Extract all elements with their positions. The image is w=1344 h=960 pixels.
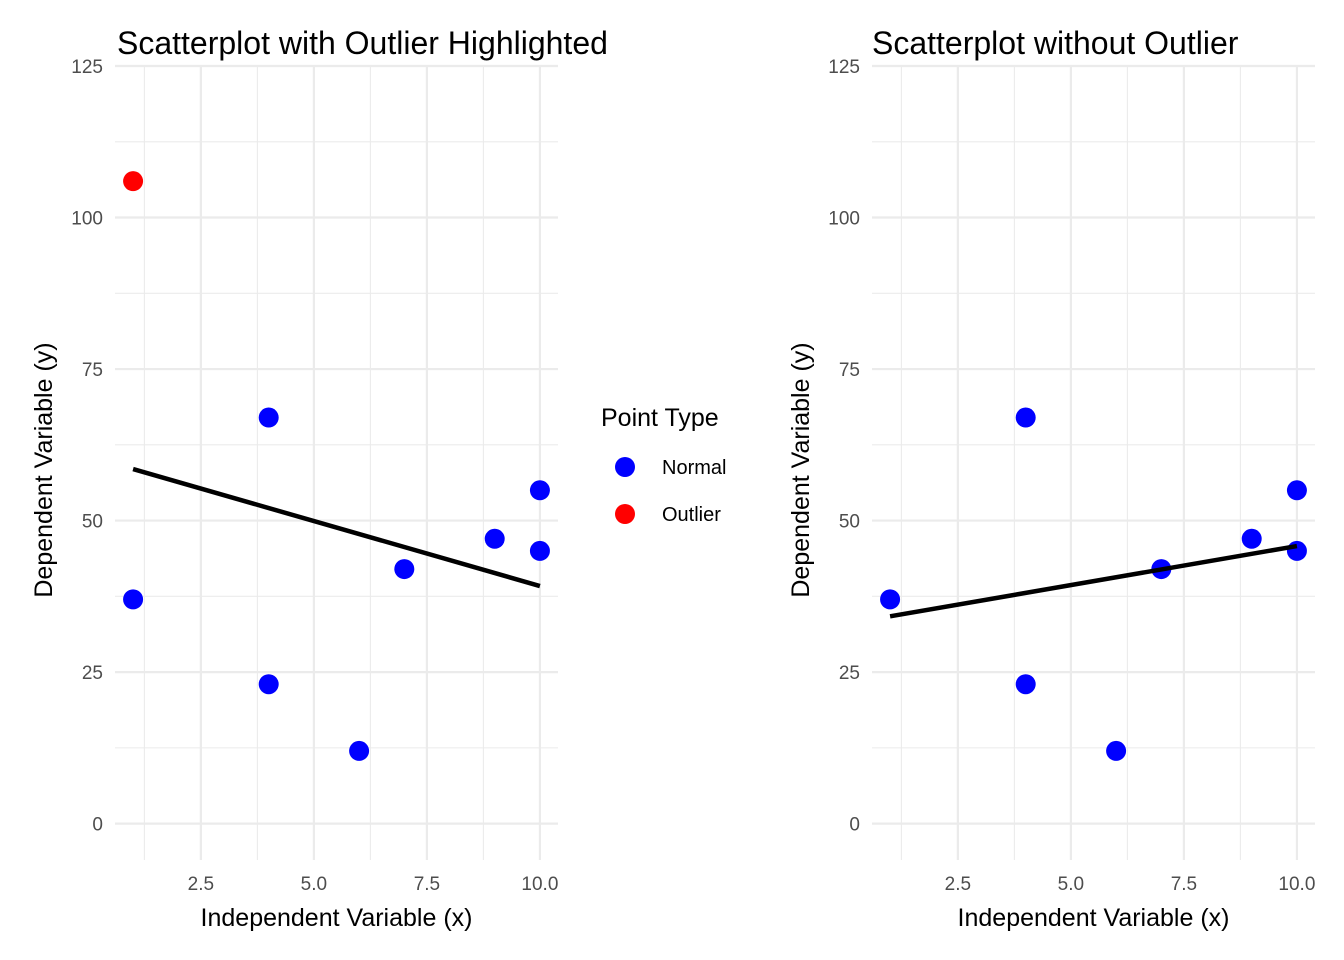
grid	[872, 64, 1315, 860]
y-axis-label: Dependent Variable (y)	[30, 342, 58, 597]
y-tick-label: 25	[82, 663, 103, 684]
data-point-normal	[1286, 480, 1307, 501]
data-point-outlier	[123, 171, 144, 192]
data-point-normal	[394, 559, 415, 580]
y-tick-label: 100	[71, 209, 103, 230]
y-tick-label: 50	[839, 512, 860, 533]
data-points	[880, 407, 1307, 761]
regression-line	[889, 543, 1298, 619]
data-point-normal	[258, 407, 279, 428]
data-point-normal	[880, 589, 901, 610]
data-point-normal	[1015, 407, 1036, 428]
y-tick-label: 0	[92, 815, 103, 836]
legend-label-normal: Normal	[662, 457, 726, 479]
chart-title: Scatterplot with Outlier Highlighted	[117, 25, 608, 61]
data-points	[123, 171, 550, 761]
data-point-normal	[1015, 674, 1036, 695]
legend-key-normal	[615, 457, 635, 477]
y-axis-label: Dependent Variable (y)	[787, 342, 815, 597]
y-tick-label: 100	[828, 209, 860, 230]
data-point-normal	[529, 480, 550, 501]
legend-label-outlier: Outlier	[662, 504, 721, 526]
legend-title: Point Type	[601, 404, 719, 432]
data-point-normal	[123, 589, 144, 610]
scatter-panel-1: 2.5 5.0 7.5 10.0 0 25 50 75 100 125 Scatterplot wi…	[30, 25, 608, 932]
data-point-normal	[1286, 540, 1307, 561]
y-tick-label: 125	[71, 57, 103, 78]
y-tick-label: 50	[82, 512, 103, 533]
x-tick-label: 5.0	[1058, 874, 1084, 895]
y-tick-label: 75	[82, 360, 103, 381]
x-tick-label: 10.0	[1278, 874, 1315, 895]
grid	[115, 64, 558, 860]
regression-line	[132, 466, 541, 589]
data-point-normal	[484, 528, 505, 549]
x-tick-label: 2.5	[188, 874, 214, 895]
x-tick-label: 7.5	[414, 874, 440, 895]
data-point-normal	[258, 674, 279, 695]
data-point-normal	[1106, 740, 1127, 761]
x-tick-label: 7.5	[1171, 874, 1197, 895]
legend-key-outlier	[615, 504, 635, 524]
scatter-panel-2: 2.5 5.0 7.5 10.0 0 25 50 75 100 125 Scatterplot wi…	[787, 25, 1315, 932]
x-axis-label: Independent Variable (x)	[201, 904, 473, 932]
x-tick-label: 2.5	[945, 874, 971, 895]
chart-title: Scatterplot without Outlier	[872, 25, 1239, 61]
x-axis-label: Independent Variable (x)	[958, 904, 1230, 932]
y-tick-label: 125	[828, 57, 860, 78]
y-tick-label: 75	[839, 360, 860, 381]
legend: Point Type Normal Outlier	[601, 404, 726, 526]
data-point-normal	[529, 540, 550, 561]
y-tick-label: 25	[839, 663, 860, 684]
data-point-normal	[349, 740, 370, 761]
x-tick-label: 10.0	[521, 874, 558, 895]
y-tick-label: 0	[849, 815, 860, 836]
data-point-normal	[1241, 528, 1262, 549]
x-tick-label: 5.0	[301, 874, 327, 895]
